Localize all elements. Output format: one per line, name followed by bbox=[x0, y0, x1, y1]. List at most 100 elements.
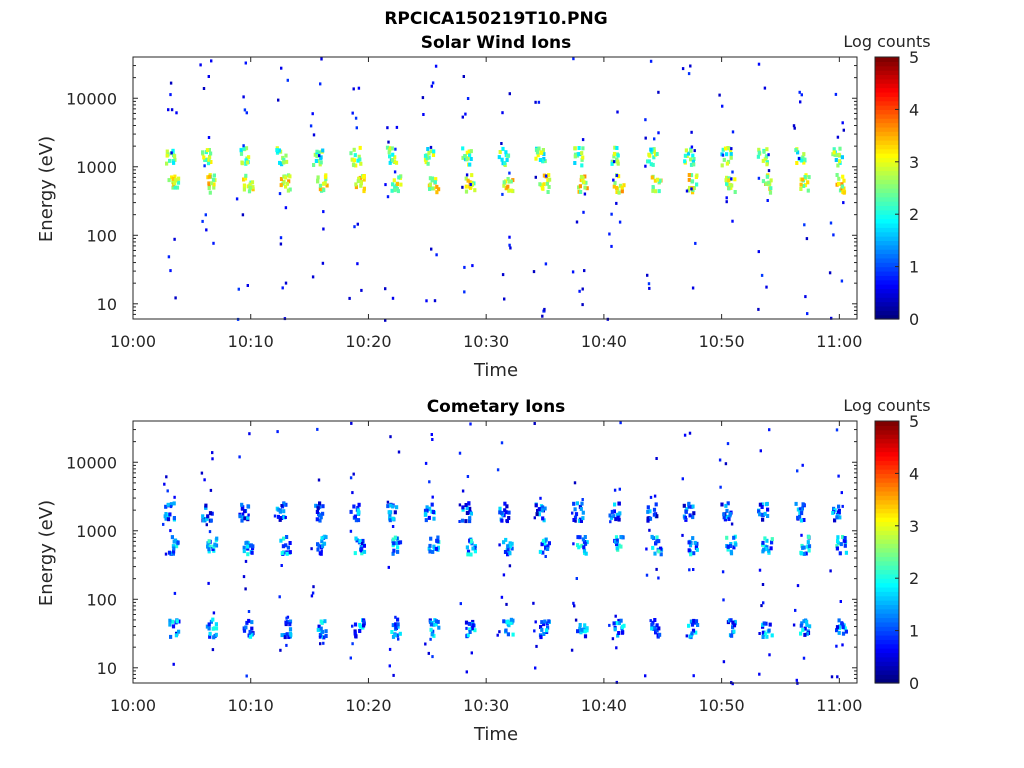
heatmap-cell bbox=[615, 680, 618, 684]
heatmap-cell bbox=[540, 627, 544, 632]
heatmap-cell bbox=[279, 177, 284, 181]
heatmap-cell bbox=[730, 183, 734, 188]
heatmap-cell bbox=[322, 227, 325, 231]
heatmap-cell bbox=[349, 151, 353, 156]
heatmap-cell bbox=[248, 432, 251, 436]
heatmap-cell bbox=[534, 175, 537, 179]
heatmap-cell bbox=[496, 468, 500, 472]
heatmap-cell bbox=[384, 183, 387, 187]
heatmap-cell bbox=[162, 522, 165, 526]
colorbar-segment bbox=[875, 508, 899, 514]
heatmap-cell bbox=[537, 507, 541, 512]
heatmap-cell bbox=[358, 145, 362, 150]
heatmap-cell bbox=[535, 150, 540, 155]
heatmap-cell bbox=[309, 124, 313, 128]
heatmap-cell bbox=[248, 185, 252, 190]
heatmap-cell bbox=[610, 161, 614, 166]
heatmap-cell bbox=[242, 575, 246, 579]
x-tick-label: 10:50 bbox=[699, 332, 745, 351]
heatmap-cell bbox=[246, 552, 250, 557]
heatmap-cell bbox=[430, 178, 434, 183]
heatmap-cell bbox=[584, 180, 588, 185]
heatmap-cell bbox=[434, 619, 438, 624]
heatmap-cell bbox=[320, 536, 324, 541]
heatmap-cell bbox=[391, 623, 395, 628]
heatmap-cell bbox=[358, 622, 362, 627]
heatmap-cell bbox=[542, 157, 546, 161]
heatmap-cell bbox=[574, 618, 578, 622]
heatmap-cell bbox=[322, 181, 326, 186]
heatmap-cell bbox=[646, 509, 650, 514]
colorbar-segment bbox=[875, 565, 899, 571]
heatmap-cell bbox=[655, 457, 658, 460]
x-tick-label: 10:50 bbox=[699, 696, 745, 715]
heatmap-cell bbox=[215, 536, 219, 541]
heatmap-cell bbox=[465, 511, 469, 515]
heatmap-cell bbox=[765, 174, 769, 179]
heatmap-cell bbox=[615, 201, 618, 205]
heatmap-cell bbox=[692, 674, 695, 678]
heatmap-cells bbox=[162, 421, 848, 686]
heatmap-cell bbox=[581, 510, 585, 515]
heatmap-cell bbox=[207, 75, 210, 78]
heatmap-cell bbox=[251, 187, 255, 192]
heatmap-cell bbox=[796, 515, 800, 520]
heatmap-cell bbox=[248, 629, 252, 634]
heatmap-cell bbox=[392, 541, 396, 546]
heatmap-cell bbox=[171, 619, 175, 624]
heatmap-cell bbox=[427, 515, 431, 520]
heatmap-cell bbox=[168, 158, 172, 163]
heatmap-cell bbox=[384, 318, 387, 322]
heatmap-cell bbox=[462, 75, 465, 78]
heatmap-cell bbox=[581, 146, 585, 151]
heatmap-cell bbox=[731, 219, 734, 223]
heatmap-cell bbox=[724, 462, 728, 466]
heatmap-cell bbox=[765, 162, 769, 167]
colorbar-segment bbox=[875, 552, 899, 557]
heatmap-cell bbox=[836, 135, 840, 139]
heatmap-cell bbox=[829, 221, 833, 225]
colorbar-segment bbox=[875, 517, 899, 523]
heatmap-cell bbox=[690, 187, 693, 191]
heatmap-cell bbox=[718, 458, 722, 462]
heatmap-cell bbox=[832, 233, 835, 237]
heatmap-cell bbox=[841, 504, 844, 508]
heatmap-cell bbox=[280, 504, 283, 507]
heatmap-cell bbox=[421, 96, 425, 100]
heatmap-cell bbox=[318, 518, 322, 523]
heatmap-cell bbox=[610, 244, 613, 248]
heatmap-cell bbox=[803, 175, 807, 179]
heatmap-cell bbox=[244, 559, 248, 563]
heatmap-cell bbox=[285, 551, 289, 556]
heatmap-cell bbox=[282, 179, 286, 184]
heatmap-cell bbox=[202, 87, 206, 90]
x-tick-label: 10:20 bbox=[345, 696, 391, 715]
heatmap-cell bbox=[323, 174, 328, 179]
heatmap-cell bbox=[540, 542, 544, 547]
heatmap-cell bbox=[615, 146, 619, 150]
heatmap-cell bbox=[575, 577, 578, 580]
heatmap-cell bbox=[503, 161, 507, 166]
colorbar-segment bbox=[875, 139, 899, 145]
heatmap-cell bbox=[691, 153, 695, 158]
heatmap-cell bbox=[612, 151, 617, 156]
heatmap-cell bbox=[465, 506, 469, 511]
heatmap-cell bbox=[317, 512, 321, 517]
heatmap-cell bbox=[511, 632, 515, 637]
heatmap-cell bbox=[617, 631, 621, 635]
colorbar-segment bbox=[875, 214, 899, 220]
heatmap-cell bbox=[582, 545, 586, 550]
heatmap-cell bbox=[612, 160, 616, 164]
heatmap-cell bbox=[429, 622, 433, 627]
heatmap-cell bbox=[721, 104, 724, 108]
heatmap-cell bbox=[473, 549, 477, 554]
heatmap-cell bbox=[244, 587, 247, 591]
heatmap-cell bbox=[501, 273, 505, 277]
heatmap-cell bbox=[649, 162, 653, 167]
heatmap-cell bbox=[650, 175, 654, 180]
heatmap-cell bbox=[501, 192, 504, 196]
heatmap-cell bbox=[166, 502, 170, 507]
colorbar-segment bbox=[875, 170, 899, 176]
heatmap-cell bbox=[361, 538, 365, 543]
heatmap-cell bbox=[649, 147, 653, 152]
